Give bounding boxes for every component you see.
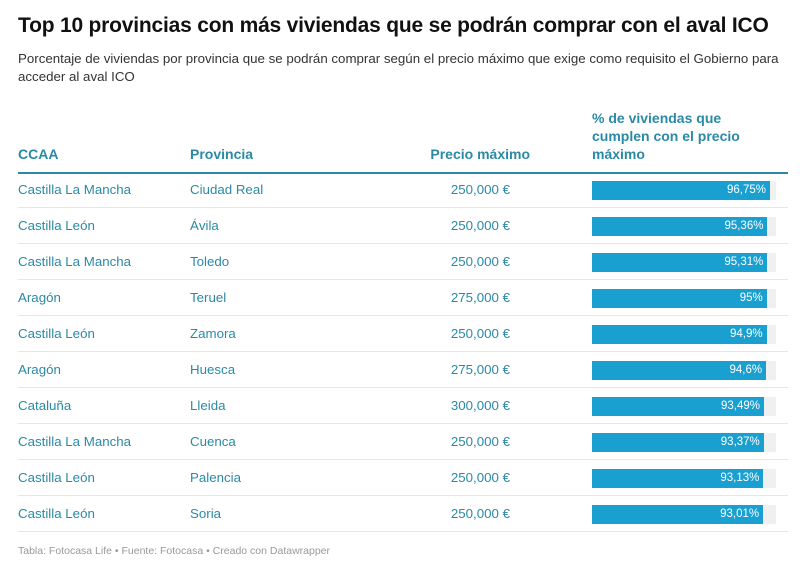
- bar-track: 94,9%: [592, 325, 776, 344]
- cell-provincia: Lleida: [190, 398, 226, 413]
- table-row: Castilla León Soria 250,000 € 93,01%: [18, 496, 788, 532]
- table-row: Castilla León Palencia 250,000 € 93,13%: [18, 460, 788, 496]
- bar-track: 95,31%: [592, 253, 776, 272]
- cell-precio: 250,000 €: [450, 326, 510, 341]
- footer-credits: Tabla: Fotocasa Life • Fuente: Fotocasa …: [18, 545, 331, 557]
- cell-precio: 250,000 €: [450, 182, 510, 197]
- table-row: Castilla La Mancha Ciudad Real 250,000 €…: [18, 172, 788, 208]
- bar-track: 96,75%: [592, 181, 776, 200]
- cell-ccaa: Castilla La Mancha: [18, 434, 132, 449]
- cell-provincia: Zamora: [190, 326, 236, 341]
- percentage-bar: 95%: [592, 289, 767, 308]
- cell-ccaa: Aragón: [18, 362, 61, 377]
- table-row: Aragón Huesca 275,000 € 94,6%: [18, 352, 788, 388]
- cell-provincia: Ávila: [190, 218, 219, 233]
- cell-provincia: Cuenca: [190, 434, 236, 449]
- table-row: Aragón Teruel 275,000 € 95%: [18, 280, 788, 316]
- cell-precio: 250,000 €: [450, 506, 510, 521]
- table-body: Castilla La Mancha Ciudad Real 250,000 €…: [18, 172, 788, 532]
- bar-track: 95,36%: [592, 217, 776, 236]
- table-row: Cataluña Lleida 300,000 € 93,49%: [18, 388, 788, 424]
- cell-ccaa: Cataluña: [18, 398, 72, 413]
- header-provincia[interactable]: Provincia: [190, 146, 254, 162]
- cell-ccaa: Castilla León: [18, 326, 95, 341]
- cell-precio: 300,000 €: [450, 398, 510, 413]
- table-row: Castilla León Ávila 250,000 € 95,36%: [18, 208, 788, 244]
- bar-track: 93,49%: [592, 397, 776, 416]
- cell-ccaa: Aragón: [18, 290, 61, 305]
- cell-precio: 250,000 €: [450, 218, 510, 233]
- cell-precio: 275,000 €: [450, 362, 510, 377]
- cell-ccaa: Castilla León: [18, 470, 95, 485]
- percentage-bar: 94,6%: [592, 361, 767, 380]
- cell-ccaa: Castilla La Mancha: [18, 254, 132, 269]
- cell-provincia: Huesca: [190, 362, 236, 377]
- cell-provincia: Ciudad Real: [190, 182, 264, 197]
- cell-provincia: Teruel: [190, 290, 227, 305]
- cell-ccaa: Castilla León: [18, 218, 95, 233]
- table-header: CCAA Provincia Precio máximo % de vivien…: [18, 110, 788, 174]
- cell-provincia: Soria: [190, 506, 222, 521]
- cell-ccaa: Castilla León: [18, 506, 95, 521]
- cell-precio: 250,000 €: [450, 254, 510, 269]
- percentage-bar: 93,13%: [592, 469, 764, 488]
- table-row: Castilla La Mancha Toledo 250,000 € 95,3…: [18, 244, 788, 280]
- percentage-bar: 93,01%: [592, 505, 764, 524]
- bar-track: 93,13%: [592, 469, 776, 488]
- bar-track: 93,01%: [592, 505, 776, 524]
- bar-track: 94,6%: [592, 361, 776, 380]
- chart-subtitle: Porcentaje de viviendas por provincia qu…: [18, 51, 779, 84]
- percentage-bar: 93,37%: [592, 433, 764, 452]
- percentage-bar: 95,31%: [592, 253, 768, 272]
- table-row: Castilla León Zamora 250,000 € 94,9%: [18, 316, 788, 352]
- header-porcentaje[interactable]: % de viviendas que cumplen con el precio…: [592, 110, 740, 162]
- percentage-bar: 96,75%: [592, 181, 771, 200]
- header-precio[interactable]: Precio máximo: [430, 146, 530, 162]
- header-ccaa[interactable]: CCAA: [18, 146, 59, 162]
- cell-precio: 250,000 €: [450, 470, 510, 485]
- percentage-bar: 94,9%: [592, 325, 767, 344]
- percentage-bar: 93,49%: [592, 397, 765, 416]
- table-row: Castilla La Mancha Cuenca 250,000 € 93,3…: [18, 424, 788, 460]
- chart-title: Top 10 provincias con más viviendas que …: [18, 14, 769, 37]
- cell-provincia: Toledo: [190, 254, 230, 269]
- cell-precio: 250,000 €: [450, 434, 510, 449]
- bar-track: 95%: [592, 289, 776, 308]
- cell-provincia: Palencia: [190, 470, 242, 485]
- cell-ccaa: Castilla La Mancha: [18, 182, 132, 197]
- cell-precio: 275,000 €: [450, 290, 510, 305]
- bar-track: 93,37%: [592, 433, 776, 452]
- percentage-bar: 95,36%: [592, 217, 768, 236]
